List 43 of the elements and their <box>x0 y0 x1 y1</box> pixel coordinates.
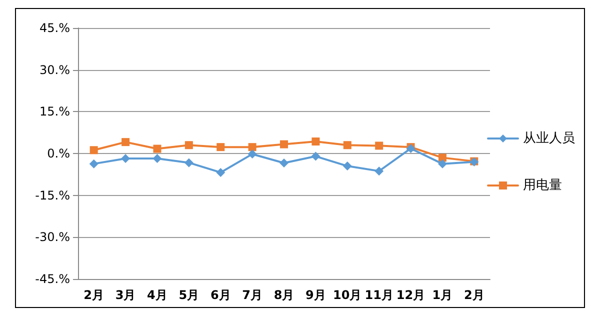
point <box>438 154 446 162</box>
point <box>375 142 384 150</box>
y-tick-label: 15.% <box>40 104 70 119</box>
x-tick-label: 2月 <box>464 288 484 302</box>
point <box>248 150 257 159</box>
y-tick-label: 0.% <box>47 146 70 160</box>
x-tick-label: 5月 <box>178 288 200 302</box>
x-tick-label: 7月 <box>242 288 262 302</box>
point <box>216 143 225 152</box>
legend-label: 从业人员 <box>523 131 575 146</box>
point <box>184 141 193 150</box>
x-tick-label: 4月 <box>147 288 168 302</box>
point <box>153 144 162 153</box>
point <box>122 138 130 146</box>
x-tick-label: 10月 <box>333 288 362 302</box>
point <box>280 158 288 168</box>
legend-label: 用电量 <box>523 178 562 193</box>
point <box>152 154 162 164</box>
point <box>438 159 447 168</box>
y-tick-label: 30.% <box>40 62 70 77</box>
x-tick-label: 12月 <box>396 288 426 302</box>
point <box>248 143 256 152</box>
y-tick-label: -30.% <box>35 230 70 244</box>
x-tick-label: 3月 <box>115 288 136 302</box>
point <box>312 138 320 146</box>
point <box>90 146 98 154</box>
point <box>343 141 352 150</box>
y-tick-label: -15.% <box>35 188 70 202</box>
point <box>216 168 226 177</box>
x-tick-label: 6月 <box>210 288 231 302</box>
point <box>311 152 320 161</box>
y-tick-label: 45.% <box>40 21 70 35</box>
x-tick-label: 8月 <box>274 288 294 302</box>
point <box>184 158 194 168</box>
point <box>89 159 98 168</box>
x-tick-label: 2月 <box>84 288 104 302</box>
point <box>342 162 352 171</box>
x-tick-label: 9月 <box>306 288 326 302</box>
point <box>280 140 288 148</box>
point <box>374 166 384 176</box>
x-tick-label: 11月 <box>364 288 394 302</box>
x-tick-label: 1月 <box>432 288 453 302</box>
y-tick-label: -45.% <box>35 272 70 286</box>
